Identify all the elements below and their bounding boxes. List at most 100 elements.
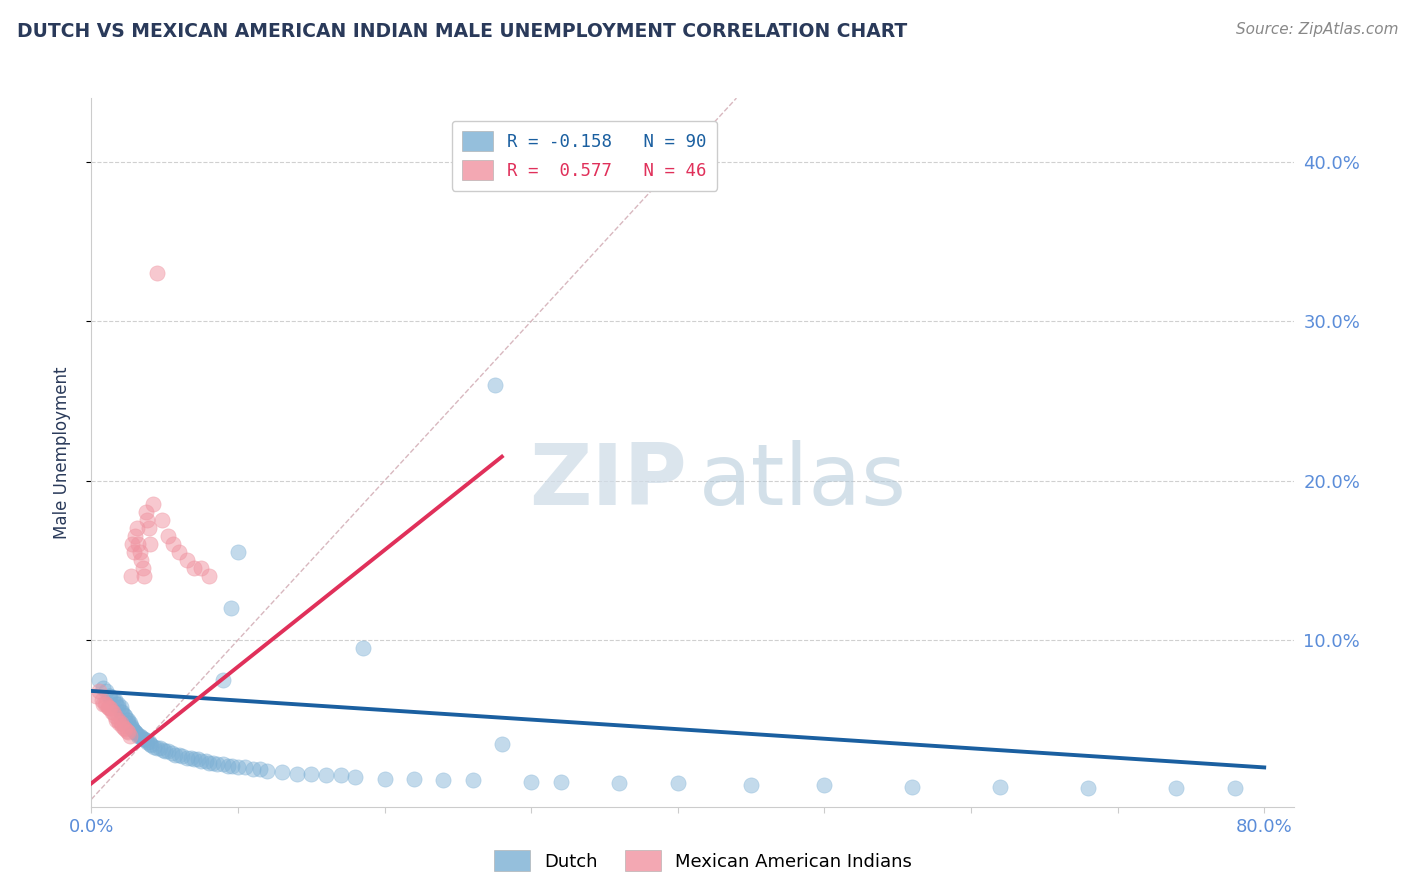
Point (176, 751, 198, 765)
Point (432, 773, 454, 788)
Y-axis label: Male Unemployment: Male Unemployment (52, 367, 70, 539)
Point (100, 701, 122, 715)
Point (143, 739, 166, 754)
Point (100, 689, 122, 703)
Point (136, 513, 159, 527)
Point (491, 737, 513, 751)
Point (105, 697, 128, 711)
Point (183, 752, 205, 766)
Point (127, 537, 149, 551)
Point (110, 699, 132, 714)
Point (114, 722, 136, 736)
Point (124, 529, 146, 543)
Point (139, 737, 162, 751)
Point (103, 705, 125, 719)
Point (520, 774, 543, 789)
Point (212, 757, 235, 772)
Point (118, 729, 141, 743)
Point (112, 707, 135, 722)
Point (666, 776, 689, 790)
Point (344, 770, 367, 784)
Point (111, 719, 134, 733)
Point (180, 751, 202, 765)
Point (163, 747, 186, 762)
Point (96, 699, 118, 714)
Text: Source: ZipAtlas.com: Source: ZipAtlas.com (1236, 22, 1399, 37)
Point (134, 569, 156, 583)
Point (271, 765, 294, 780)
Point (226, 760, 249, 774)
Point (121, 722, 143, 736)
Point (285, 766, 308, 780)
Point (194, 754, 217, 768)
Point (139, 537, 162, 551)
Point (190, 754, 212, 768)
Point (84, 689, 107, 703)
Point (87, 673, 110, 687)
Point (183, 561, 205, 575)
Point (125, 727, 148, 741)
Point (607, 776, 630, 790)
Text: DUTCH VS MEXICAN AMERICAN INDIAN MALE UNEMPLOYMENT CORRELATION CHART: DUTCH VS MEXICAN AMERICAN INDIAN MALE UN… (17, 22, 907, 41)
Point (120, 569, 142, 583)
Point (149, 741, 172, 756)
Point (141, 738, 163, 752)
Point (813, 778, 835, 792)
Point (107, 713, 129, 727)
Point (117, 725, 139, 739)
Point (138, 735, 160, 749)
Point (118, 715, 141, 730)
Point (172, 749, 194, 764)
Legend: Dutch, Mexican American Indians: Dutch, Mexican American Indians (486, 843, 920, 879)
Point (217, 759, 239, 773)
Point (117, 715, 139, 730)
Point (156, 744, 179, 758)
Point (122, 545, 145, 559)
Point (87, 684, 110, 698)
Point (127, 729, 149, 743)
Point (402, 772, 425, 786)
Point (128, 729, 150, 743)
Point (90, 693, 112, 707)
Point (226, 545, 249, 559)
Point (94, 697, 117, 711)
Point (138, 521, 160, 535)
Point (1077, 781, 1099, 796)
Point (120, 719, 142, 733)
Point (329, 768, 352, 782)
Point (101, 705, 124, 719)
Point (91, 697, 114, 711)
Point (202, 756, 225, 770)
Point (197, 756, 219, 770)
Point (114, 709, 136, 723)
Point (98, 689, 121, 703)
Point (550, 774, 572, 789)
Point (135, 505, 157, 519)
Point (131, 731, 153, 746)
Point (121, 721, 143, 735)
Point (125, 521, 148, 535)
Point (169, 747, 191, 762)
Point (104, 693, 127, 707)
Point (153, 744, 176, 758)
Point (249, 762, 271, 776)
Point (124, 725, 146, 739)
Point (190, 561, 212, 575)
Point (115, 723, 138, 738)
Point (176, 553, 198, 567)
Point (162, 537, 184, 551)
Point (242, 762, 264, 776)
Point (107, 699, 129, 714)
Point (111, 705, 134, 719)
Point (104, 709, 127, 723)
Point (129, 730, 152, 744)
Point (212, 673, 235, 687)
Point (461, 773, 484, 788)
Point (150, 513, 173, 527)
Legend: R = -0.158   N = 90, R =  0.577   N = 46: R = -0.158 N = 90, R = 0.577 N = 46 (451, 121, 717, 191)
Point (117, 713, 139, 727)
Point (156, 529, 179, 543)
Point (374, 772, 396, 786)
Point (152, 743, 174, 757)
Point (108, 715, 131, 730)
